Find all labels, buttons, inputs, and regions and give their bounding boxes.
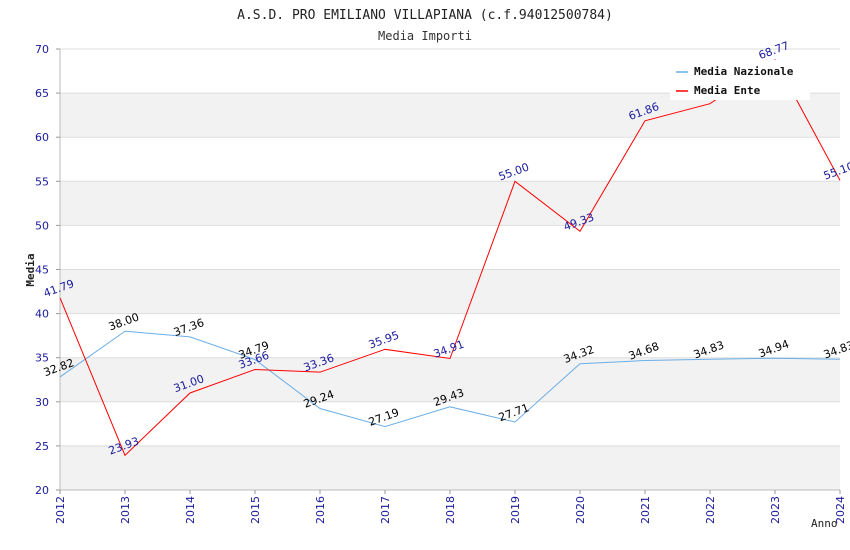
x-tick-label: 2022 <box>704 496 717 524</box>
y-axis-label: Media <box>24 253 37 286</box>
y-tick-label: 35 <box>35 352 49 365</box>
x-tick-label: 2014 <box>184 496 197 524</box>
y-tick-label: 70 <box>35 43 49 56</box>
series-line-media-nazionale <box>59 330 841 428</box>
y-tick-label: 65 <box>35 87 49 100</box>
x-axis-label: Anno <box>811 517 838 530</box>
y-tick-label: 25 <box>35 440 49 453</box>
y-tick-label: 50 <box>35 219 49 232</box>
plot-band <box>60 137 840 182</box>
plot-band <box>60 313 840 358</box>
legend-box <box>670 60 810 100</box>
plot-band <box>60 401 840 446</box>
plot-band <box>60 445 840 490</box>
plot-band <box>60 269 840 314</box>
x-tick-label: 2017 <box>379 496 392 524</box>
y-tick-label: 20 <box>35 484 49 497</box>
y-tick-label: 55 <box>35 175 49 188</box>
x-axis-ticks: 2012 2013 2014 2015 2016 2017 2018 2019 2020 2021… <box>54 490 847 524</box>
x-tick-label: 2016 <box>314 496 327 524</box>
plot-band <box>60 93 840 138</box>
legend-label-media-ente: Media Ente <box>694 84 761 97</box>
legend-label-media-nazionale: Media Nazionale <box>694 65 794 78</box>
legend: Media Nazionale Media Ente <box>670 60 810 100</box>
x-tick-label: 2021 <box>639 496 652 524</box>
x-tick-label: 2013 <box>119 496 132 524</box>
chart-title: A.S.D. PRO EMILIANO VILLAPIANA (c.f.9401… <box>237 8 613 23</box>
x-tick-label: 2012 <box>54 496 67 524</box>
y-axis-ticks: 20 25 30 35 40 45 50 55 60 65 70 <box>35 43 60 497</box>
plot-band <box>60 181 840 226</box>
x-tick-label: 2024 <box>834 496 847 524</box>
plot-band <box>60 225 840 270</box>
series-line-media-ente <box>59 59 841 457</box>
x-tick-label: 2020 <box>574 496 587 524</box>
x-tick-label: 2015 <box>249 496 262 524</box>
x-tick-label: 2018 <box>444 496 457 524</box>
y-tick-label: 30 <box>35 396 49 409</box>
chart-subtitle: Media Importi <box>378 29 472 43</box>
x-tick-label: 2019 <box>509 496 522 524</box>
y-tick-label: 45 <box>35 264 49 277</box>
y-tick-label: 60 <box>35 131 49 144</box>
plot-band <box>60 357 840 402</box>
series-lines <box>59 59 841 457</box>
y-tick-label: 40 <box>35 308 49 321</box>
plot-background <box>60 49 840 490</box>
x-tick-label: 2023 <box>769 496 782 524</box>
